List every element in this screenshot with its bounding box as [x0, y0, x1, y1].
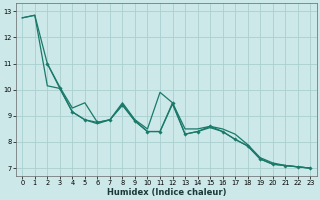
X-axis label: Humidex (Indice chaleur): Humidex (Indice chaleur): [107, 188, 226, 197]
